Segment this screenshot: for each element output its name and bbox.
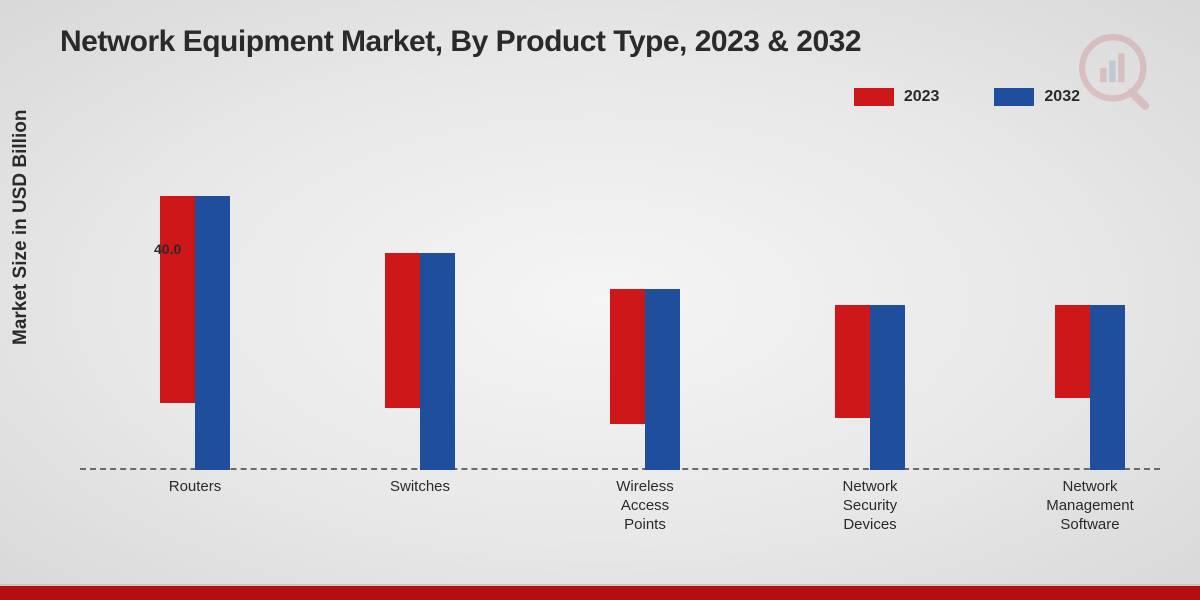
bar-2032 — [1090, 305, 1125, 470]
bar-2023 — [610, 289, 645, 423]
legend-label: 2032 — [1044, 88, 1080, 106]
plot-area: 40.0 — [80, 160, 1160, 470]
x-axis-label: NetworkManagementSoftware — [1046, 478, 1134, 534]
legend-swatch — [854, 88, 894, 106]
x-axis-label: WirelessAccessPoints — [616, 478, 674, 534]
bar-2032 — [420, 253, 455, 470]
bar-2023 — [835, 305, 870, 419]
chart-title: Network Equipment Market, By Product Typ… — [60, 25, 861, 59]
bar-group — [610, 289, 680, 470]
bar-group — [385, 253, 455, 470]
bar-2032 — [645, 289, 680, 470]
bar-2023 — [160, 196, 195, 403]
legend: 2023 2032 — [854, 88, 1080, 106]
bar-group — [160, 196, 230, 470]
legend-item-2023: 2023 — [854, 88, 940, 106]
bar-group — [1055, 305, 1125, 470]
legend-item-2032: 2032 — [994, 88, 1080, 106]
chart-container: Network Equipment Market, By Product Typ… — [0, 0, 1200, 600]
bar-group — [835, 305, 905, 470]
x-axis-label: Switches — [390, 478, 450, 497]
footer — [0, 584, 1200, 600]
value-label: 40.0 — [154, 241, 181, 257]
footer-bar — [0, 586, 1200, 600]
watermark-logo — [1075, 30, 1165, 120]
bar-2032 — [870, 305, 905, 470]
legend-label: 2023 — [904, 88, 940, 106]
x-axis-label: NetworkSecurityDevices — [842, 478, 897, 534]
x-axis-label: Routers — [169, 478, 222, 497]
bar-2023 — [1055, 305, 1090, 398]
y-axis-label: Market Size in USD Billion — [10, 110, 32, 345]
bar-2023 — [385, 253, 420, 408]
bar-2032 — [195, 196, 230, 470]
legend-swatch — [994, 88, 1034, 106]
